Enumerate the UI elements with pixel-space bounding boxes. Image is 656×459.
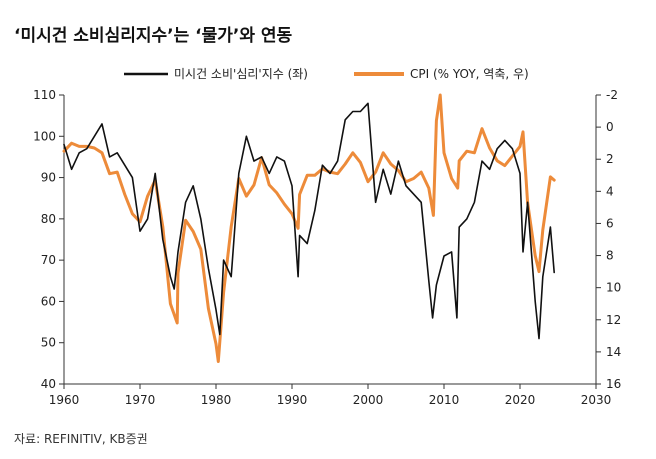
y-left-tick-label: 100 <box>33 129 56 143</box>
x-tick-label: 1970 <box>125 393 156 407</box>
y-right-tick-label: 12 <box>606 313 621 327</box>
x-tick-label: 1960 <box>49 393 80 407</box>
y-right-tick-label: 2 <box>606 152 614 166</box>
axes: 40 50 60 70 80 90 100 110 -2 0 2 4 6 8 10 12 14 16 1960 197… <box>33 88 621 407</box>
chart-title: ‘미시건 소비심리지수’는 ‘물가’와 연동 <box>14 26 293 46</box>
y-left-tick-label: 80 <box>41 212 56 226</box>
legend-label-cpi: CPI (% YOY, 역축, 우) <box>410 67 529 81</box>
x-tick-label: 2030 <box>581 393 612 407</box>
y-left-tick-label: 60 <box>41 294 56 308</box>
legend: 미시건 소비'심리'지수 (좌) CPI (% YOY, 역축, 우) <box>124 67 529 81</box>
legend-label-sentiment: 미시건 소비'심리'지수 (좌) <box>174 67 308 81</box>
series-line-cpi <box>62 93 556 363</box>
y-left-tick-label: 90 <box>41 171 56 185</box>
y-right-tick-label: -2 <box>606 88 618 102</box>
x-tick-label: 2020 <box>505 393 536 407</box>
y-right-tick-label: 4 <box>606 184 614 198</box>
y-right-tick-label: 14 <box>606 345 621 359</box>
y-left-tick-label: 70 <box>41 253 56 267</box>
x-tick-label: 2010 <box>429 393 460 407</box>
x-tick-label: 2000 <box>353 393 384 407</box>
y-right-tick-label: 16 <box>606 377 621 391</box>
y-right-tick-label: 10 <box>606 281 621 295</box>
y-left-tick-label: 40 <box>41 377 56 391</box>
series-line-sentiment <box>63 102 556 340</box>
x-tick-label: 1980 <box>201 393 232 407</box>
y-left-tick-label: 110 <box>33 88 56 102</box>
y-left-tick-label: 50 <box>41 336 56 350</box>
series-layer <box>62 93 556 363</box>
source-note: 자료: REFINITIV, KB증권 <box>14 432 148 446</box>
y-right-tick-label: 0 <box>606 120 614 134</box>
x-tick-label: 1990 <box>277 393 308 407</box>
y-right-tick-label: 8 <box>606 249 614 263</box>
y-right-tick-label: 6 <box>606 216 614 230</box>
